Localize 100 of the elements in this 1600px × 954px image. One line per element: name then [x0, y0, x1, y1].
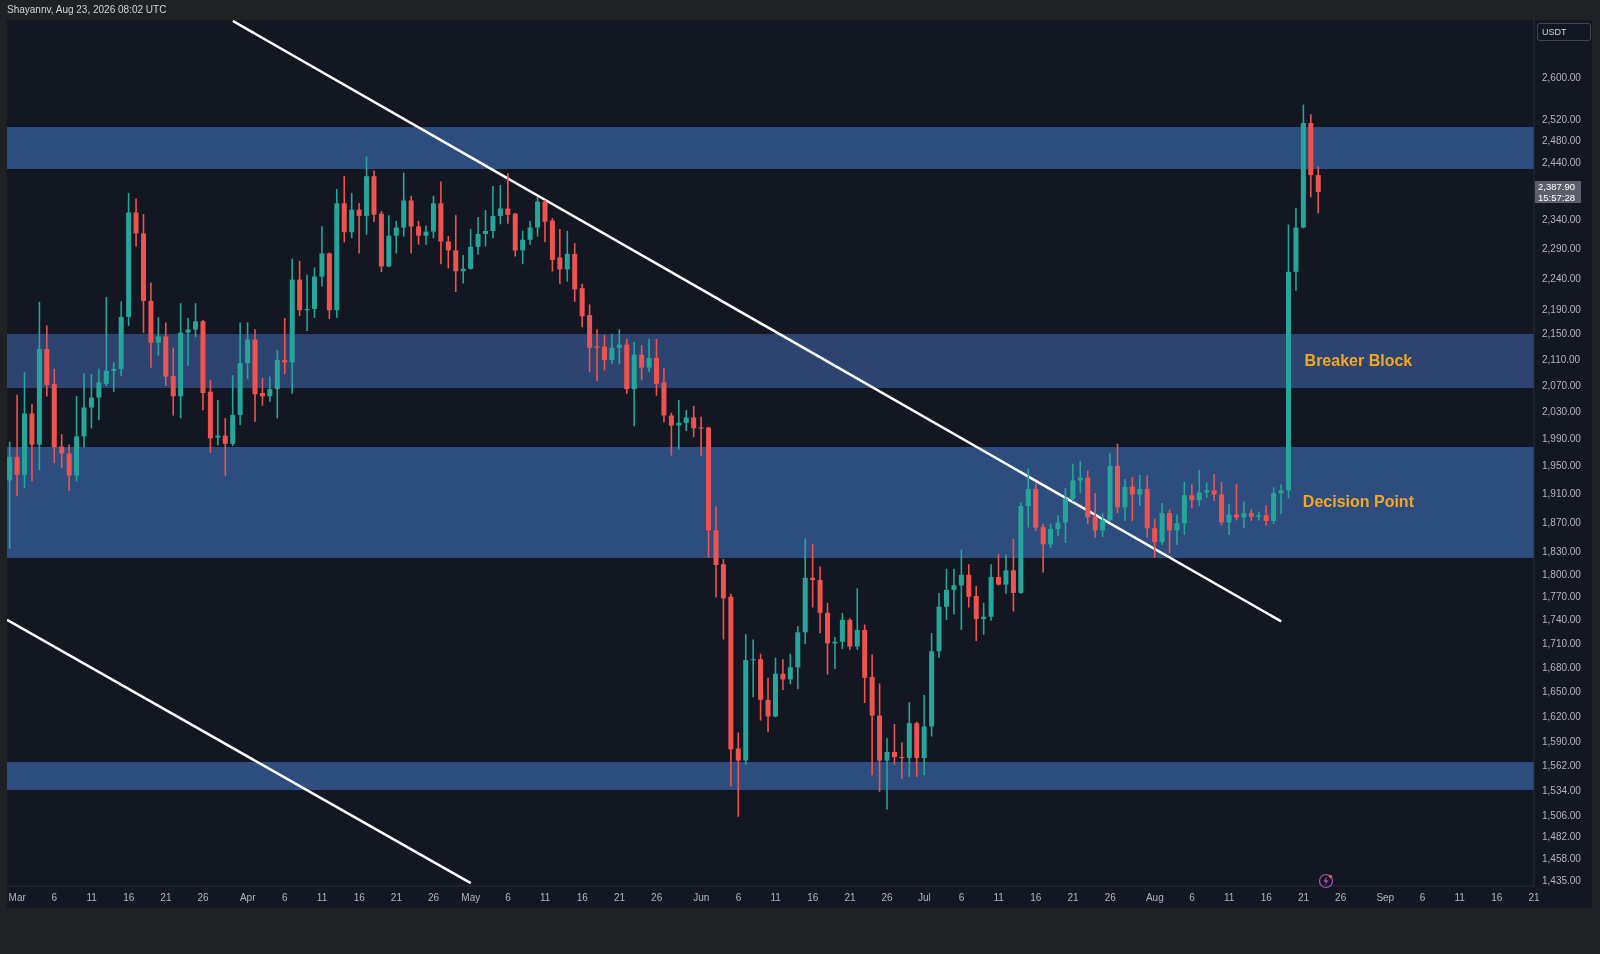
x-tick-label: 6 — [282, 892, 289, 904]
candlestick — [490, 186, 496, 239]
x-tick-label: 11 — [1454, 892, 1466, 904]
candlestick — [222, 418, 228, 476]
y-tick-label: 1,870.00 — [1542, 517, 1582, 529]
candlestick — [698, 416, 704, 457]
candlestick — [193, 303, 199, 338]
band-label: Breaker Block — [1303, 351, 1414, 372]
y-tick-label: 2,600.00 — [1542, 71, 1582, 83]
x-tick-label: Apr — [239, 892, 257, 904]
candlestick — [7, 441, 13, 549]
x-tick-label: 26 — [428, 892, 440, 904]
x-tick-label: Sep — [1376, 892, 1395, 904]
x-tick-label: 11 — [770, 892, 782, 904]
candlestick — [245, 322, 251, 379]
candlestick — [423, 225, 429, 245]
y-tick-label: 1,990.00 — [1542, 432, 1582, 444]
candlestick — [1100, 513, 1106, 538]
candlestick — [683, 410, 689, 432]
y-tick-label: 1,620.00 — [1542, 710, 1582, 722]
candlestick — [259, 377, 265, 406]
candlestick — [542, 199, 548, 243]
x-tick-label: 21 — [160, 892, 172, 904]
x-tick-label: Jul — [917, 892, 931, 904]
candlestick — [1070, 463, 1076, 502]
candlestick — [468, 229, 474, 270]
candlestick — [1241, 501, 1247, 529]
x-tick-label: 6 — [958, 892, 965, 904]
candlestick — [133, 198, 139, 247]
y-tick-label: 1,562.00 — [1542, 760, 1582, 772]
x-tick-label: 21 — [390, 892, 403, 904]
candlestick — [996, 553, 1002, 586]
candlestick — [1092, 493, 1098, 538]
candlestick — [349, 192, 355, 239]
candlestick — [564, 230, 570, 282]
candlestick — [66, 444, 72, 492]
candlestick — [899, 742, 905, 779]
y-tick-label: 1,740.00 — [1542, 614, 1582, 626]
x-tick-label: 21 — [844, 892, 856, 904]
candlestick — [854, 588, 860, 650]
candlestick — [943, 568, 949, 620]
y-tick-label: 2,240.00 — [1542, 272, 1582, 284]
candlestick — [111, 362, 117, 392]
candlestick — [1003, 554, 1009, 594]
y-tick-label: 1,650.00 — [1542, 686, 1582, 698]
y-tick-label: 1,800.00 — [1542, 568, 1582, 580]
candlestick — [1062, 488, 1068, 543]
candlestick — [601, 334, 607, 371]
candlestick — [1048, 523, 1054, 549]
x-tick-label: 26 — [881, 892, 894, 904]
x-tick-label: 11 — [86, 892, 98, 904]
candlestick — [103, 297, 109, 386]
y-tick-label: 2,340.00 — [1542, 213, 1582, 225]
y-tick-label: 1,950.00 — [1542, 460, 1582, 472]
x-tick-label: 16 — [353, 892, 366, 904]
band-label: Decision Point — [1301, 492, 1415, 513]
x-tick-label: Jun — [693, 892, 710, 904]
candlestick — [750, 639, 756, 698]
candlestick — [1174, 514, 1180, 546]
candlestick — [973, 586, 979, 641]
candlestick — [668, 412, 674, 456]
y-tick-label: 1,590.00 — [1542, 736, 1582, 748]
candlestick — [497, 184, 503, 225]
candlestick — [1315, 166, 1321, 214]
candlestick — [1256, 511, 1262, 521]
y-tick-label: 2,480.00 — [1542, 135, 1582, 147]
candlestick — [646, 338, 652, 373]
candlestick — [1196, 469, 1202, 507]
candlestick — [1025, 468, 1031, 528]
candlestick — [676, 400, 682, 450]
candlestick — [185, 318, 191, 366]
candlestick — [958, 549, 964, 631]
y-tick-label: 1,680.00 — [1542, 661, 1582, 673]
y-tick-label: 2,190.00 — [1542, 303, 1582, 315]
x-tick-label: 6 — [1419, 892, 1426, 904]
candlestick — [267, 376, 273, 402]
candlestick — [765, 677, 771, 733]
x-tick-label: 21 — [1067, 892, 1080, 904]
y-tick-label: 2,520.00 — [1542, 113, 1582, 125]
x-tick-label: 26 — [1335, 892, 1347, 904]
x-tick-label: 11 — [316, 892, 328, 904]
candlestick — [1211, 474, 1217, 502]
x-tick-label: 26 — [197, 892, 210, 904]
y-tick-label: 2,030.00 — [1542, 406, 1582, 418]
candlestick — [215, 400, 221, 446]
y-tick-label: 1,482.00 — [1542, 831, 1582, 843]
y-tick-label: 2,150.00 — [1542, 328, 1582, 340]
candlestick — [155, 317, 161, 356]
x-tick-label: 16 — [807, 892, 819, 904]
y-tick-label: 1,710.00 — [1542, 637, 1582, 649]
y-tick-label: 2,110.00 — [1542, 353, 1581, 365]
candlestick — [1204, 482, 1210, 499]
candlestick — [527, 220, 533, 245]
candlestick — [839, 612, 845, 649]
candlestick — [735, 732, 741, 817]
x-tick-label: 6 — [1189, 892, 1196, 904]
x-tick-label: 16 — [1491, 892, 1503, 904]
x-tick-label: 11 — [539, 892, 551, 904]
candlestick — [170, 347, 176, 416]
y-tick-label: 1,910.00 — [1542, 488, 1582, 500]
